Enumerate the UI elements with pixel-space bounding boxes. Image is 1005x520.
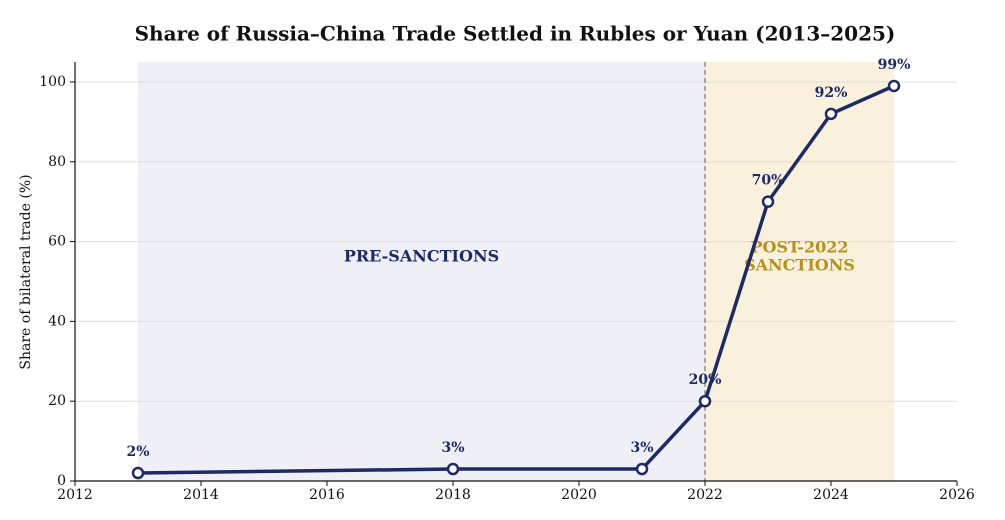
y-tick-label: 40: [48, 313, 66, 329]
data-label: 3%: [630, 440, 653, 456]
point: [761, 195, 775, 208]
point: [131, 466, 145, 480]
region: [138, 62, 705, 481]
y-axis-label: Share of bilateral trade (%): [18, 174, 34, 369]
point: [635, 462, 649, 476]
region: [705, 62, 894, 481]
chart-title: Share of Russia–China Trade Settled in R…: [135, 22, 896, 46]
data-label: 2%: [126, 444, 149, 460]
x-tick-label: 2026: [939, 487, 975, 503]
data-label: 99%: [878, 57, 911, 73]
data-label: 70%: [752, 173, 785, 189]
y-tick-label: 100: [39, 74, 66, 90]
x-tick-label: 2016: [309, 487, 345, 503]
y-tick-label: 80: [48, 154, 66, 170]
x-tick-label: 2022: [687, 487, 723, 503]
region-label: POST-2022: [751, 238, 849, 257]
data-label: 3%: [441, 440, 464, 456]
y-tick-label: 60: [48, 234, 66, 250]
y-tick-label: 20: [48, 393, 66, 409]
point: [824, 107, 838, 121]
point: [446, 462, 460, 476]
x-tick-label: 2024: [813, 487, 849, 503]
region-label: SANCTIONS: [744, 256, 855, 275]
x-tick-label: 2020: [561, 487, 597, 503]
x-tick-label: 2014: [183, 487, 219, 503]
data-label: 20%: [689, 372, 722, 388]
point: [887, 79, 901, 93]
data-label: 92%: [815, 85, 848, 101]
point: [698, 394, 712, 408]
x-tick-label: 2012: [57, 487, 93, 503]
x-tick-label: 2018: [435, 487, 471, 503]
y-tick-label: 0: [57, 473, 66, 489]
region-label: PRE-SANCTIONS: [344, 247, 499, 266]
